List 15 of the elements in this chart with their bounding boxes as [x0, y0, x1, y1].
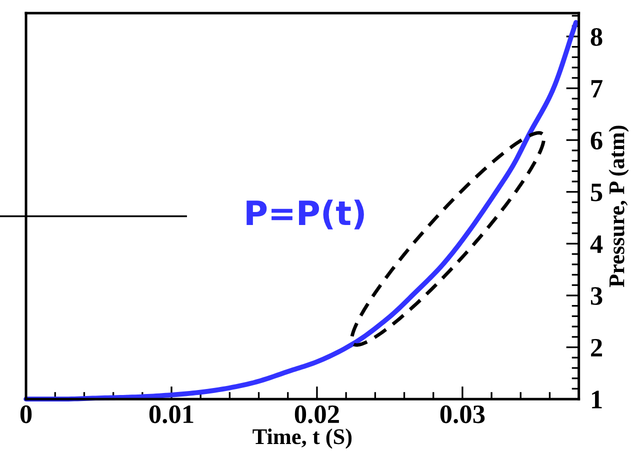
y-axis-title: Pressure, P (atm)	[608, 126, 629, 288]
y-tick-label: 3	[590, 287, 602, 305]
x-tick-label: 0.01	[149, 405, 194, 424]
y-tick-label: 5	[590, 184, 602, 202]
x-tick-label: 0.03	[440, 405, 485, 424]
x-axis-title: Time, t (S)	[252, 428, 352, 449]
y-tick-label: 8	[590, 28, 602, 46]
y-tick-label: 6	[590, 132, 602, 150]
text: P=P(t)	[246, 200, 364, 230]
x-tick-label: 0.02	[294, 405, 339, 424]
x-tick-label: 0	[20, 405, 32, 424]
y-tick-label: 2	[591, 338, 602, 356]
y-tick-label: 1	[592, 390, 602, 408]
y-tick-label: 4	[590, 235, 603, 253]
y-tick-label: 7	[591, 80, 602, 98]
